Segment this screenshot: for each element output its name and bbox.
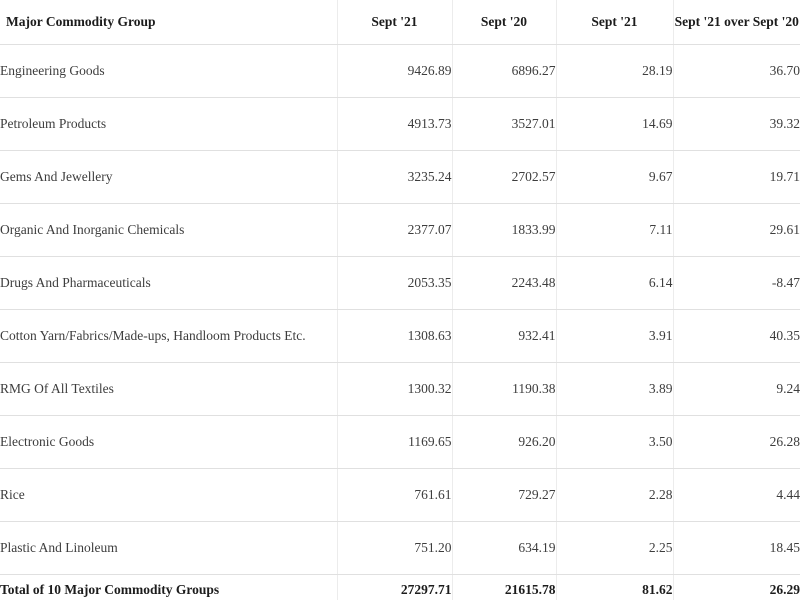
value-cell: 26.28 <box>672 415 800 469</box>
value-cell: 3527.01 <box>451 97 556 151</box>
value-cell: 3.89 <box>555 362 673 416</box>
value-cell: 9.24 <box>672 362 800 416</box>
value-cell: 2053.35 <box>336 256 452 310</box>
value-cell: 6896.27 <box>451 44 556 98</box>
total-label: Total of 10 Major Commodity Groups <box>0 581 220 597</box>
column-header-sept-21-value: Sept '21 <box>336 0 452 45</box>
value-cell: 18.45 <box>672 521 800 575</box>
value-cell: 751.20 <box>336 521 452 575</box>
column-header-growth: Sept '21 over Sept '20 <box>672 0 800 45</box>
commodity-label: RMG Of All Textiles <box>0 362 337 416</box>
table-row: Cotton Yarn/Fabrics/Made-ups, Handloom P… <box>0 309 800 363</box>
value-cell: 1308.63 <box>336 309 452 363</box>
commodity-label: Drugs And Pharmaceuticals <box>0 256 337 310</box>
value-cell: 2243.48 <box>451 256 556 310</box>
table-header-row: Major Commodity Group Sept '21 Sept '20 … <box>0 0 800 45</box>
value-cell: 36.70 <box>672 44 800 98</box>
value-cell: 4913.73 <box>336 97 452 151</box>
table-row: Engineering Goods 9426.89 6896.27 28.19 36.7… <box>0 44 800 98</box>
table-body: Engineering Goods 9426.89 6896.27 28.19 36.7… <box>0 44 800 575</box>
table-row: Electronic Goods 1169.65 926.20 3.50 26.28 <box>0 415 800 469</box>
value-cell: 932.41 <box>451 309 556 363</box>
commodity-label: Engineering Goods <box>0 44 337 98</box>
value-cell: 3235.24 <box>336 150 452 204</box>
value-cell: 761.61 <box>336 468 452 522</box>
value-cell: 3.50 <box>555 415 673 469</box>
value-cell: 2702.57 <box>451 150 556 204</box>
commodity-label: Gems And Jewellery <box>0 150 337 204</box>
table-row: Gems And Jewellery 3235.24 2702.57 9.67 19.7… <box>0 150 800 204</box>
total-value-cell: 27297.71 <box>336 574 452 600</box>
column-header-commodity-group: Major Commodity Group <box>0 0 337 45</box>
table-row: Organic And Inorganic Chemicals 2377.07 18… <box>0 203 800 257</box>
value-cell: 4.44 <box>672 468 800 522</box>
value-cell: 28.19 <box>555 44 673 98</box>
table-row: Drugs And Pharmaceuticals 2053.35 2243.48 6… <box>0 256 800 310</box>
value-cell: 29.61 <box>672 203 800 257</box>
table-row: RMG Of All Textiles 1300.32 1190.38 3.89 9.2… <box>0 362 800 416</box>
commodity-label: Electronic Goods <box>0 415 337 469</box>
commodity-label: Rice <box>0 468 337 522</box>
value-cell: 634.19 <box>451 521 556 575</box>
value-cell: 2.25 <box>555 521 673 575</box>
commodity-label: Cotton Yarn/Fabrics/Made-ups, Handloom P… <box>0 309 337 363</box>
column-header-sept-20-value: Sept '20 <box>451 0 556 45</box>
value-cell: 9426.89 <box>336 44 452 98</box>
total-value-cell: 26.29 <box>672 574 800 600</box>
value-cell: 7.11 <box>555 203 673 257</box>
value-cell: 39.32 <box>672 97 800 151</box>
table-total-row: Total of 10 Major Commodity Groups 27297… <box>0 574 800 600</box>
value-cell: 2.28 <box>555 468 673 522</box>
value-cell: 1833.99 <box>451 203 556 257</box>
value-cell: 2377.07 <box>336 203 452 257</box>
value-cell: 729.27 <box>451 468 556 522</box>
value-cell: 926.20 <box>451 415 556 469</box>
value-cell: 19.71 <box>672 150 800 204</box>
column-header-sept-21-share: Sept '21 <box>555 0 673 45</box>
value-cell: -8.47 <box>672 256 800 310</box>
table-row: Rice 761.61 729.27 2.28 4.44 <box>0 468 800 522</box>
table-row: Petroleum Products 4913.73 3527.01 14.69 39.… <box>0 97 800 151</box>
value-cell: 6.14 <box>555 256 673 310</box>
value-cell: 14.69 <box>555 97 673 151</box>
value-cell: 1190.38 <box>451 362 556 416</box>
total-value-cell: 81.62 <box>555 574 673 600</box>
value-cell: 1169.65 <box>336 415 452 469</box>
commodity-label: Organic And Inorganic Chemicals <box>0 203 337 257</box>
value-cell: 9.67 <box>555 150 673 204</box>
total-value-cell: 21615.78 <box>451 574 556 600</box>
commodity-label: Plastic And Linoleum <box>0 521 337 575</box>
commodity-label: Petroleum Products <box>0 97 337 151</box>
value-cell: 40.35 <box>672 309 800 363</box>
value-cell: 1300.32 <box>336 362 452 416</box>
value-cell: 3.91 <box>555 309 673 363</box>
table-row: Plastic And Linoleum 751.20 634.19 2.25 18.4… <box>0 521 800 575</box>
